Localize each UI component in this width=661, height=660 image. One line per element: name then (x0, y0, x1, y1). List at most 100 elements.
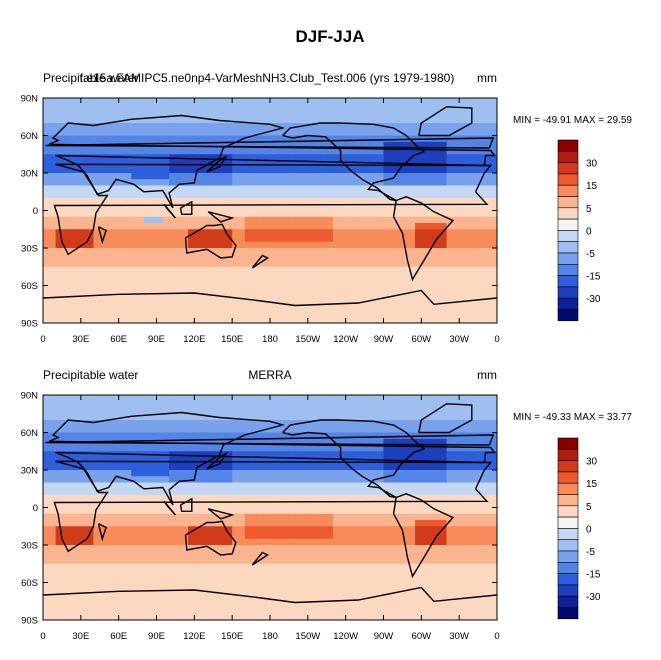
field-cell (478, 551, 485, 559)
field-cell (402, 538, 410, 546)
field-cell (232, 204, 240, 212)
field-cell (421, 316, 429, 323)
field-cell (244, 395, 252, 402)
field-cell (301, 457, 309, 465)
field-cell (80, 291, 88, 299)
field-cell (194, 557, 202, 565)
field-cell (358, 570, 366, 577)
field-cell (351, 507, 359, 515)
field-cell (112, 495, 120, 502)
field-cell (333, 407, 340, 415)
field-cell (364, 495, 372, 502)
field-cell (415, 451, 422, 459)
field-cell (232, 198, 240, 205)
field-cell (345, 495, 353, 502)
field-cell (156, 129, 164, 137)
field-cell (440, 576, 448, 584)
field-cell (301, 104, 309, 112)
field-cell (351, 173, 359, 180)
field-cell (143, 216, 151, 224)
field-cell (188, 298, 195, 305)
field-cell (87, 273, 95, 280)
field-cell (181, 420, 189, 427)
field-cell (377, 216, 385, 224)
field-cell (282, 526, 290, 534)
field-cell (351, 116, 359, 124)
field-cell (465, 445, 473, 452)
field-cell (263, 395, 271, 402)
field-cell (55, 576, 63, 584)
field-cell (219, 235, 227, 243)
field-cell (232, 298, 240, 305)
field-cell (61, 426, 69, 434)
field-cell (490, 470, 497, 477)
field-cell (244, 216, 252, 224)
field-cell (188, 316, 195, 323)
field-cell (181, 545, 189, 552)
field-cell (263, 451, 271, 459)
field-cell (446, 141, 454, 149)
field-cell (175, 204, 183, 212)
field-cell (61, 204, 69, 212)
field-cell (200, 298, 208, 305)
field-cell (124, 407, 132, 415)
field-cell (244, 420, 252, 427)
field-cell (351, 291, 359, 299)
field-cell (257, 216, 265, 224)
colorbar-box (557, 139, 579, 152)
field-cell (194, 241, 202, 249)
field-cell (80, 520, 88, 527)
field-cell (276, 223, 284, 230)
field-cell (175, 216, 183, 224)
field-cell (402, 488, 410, 496)
field-cell (415, 438, 422, 446)
field-cell (68, 191, 76, 199)
field-cell (320, 260, 328, 268)
field-cell (43, 557, 50, 565)
field-cell (345, 432, 353, 440)
field-cell (288, 304, 296, 312)
field-cell (282, 223, 290, 230)
field-cell (320, 451, 328, 459)
field-cell (150, 445, 158, 452)
field-cell (452, 438, 460, 446)
field-cell (270, 304, 277, 312)
field-cell (295, 248, 303, 255)
field-cell (99, 179, 107, 187)
field-cell (383, 241, 391, 249)
field-cell (175, 413, 183, 421)
field-cell (55, 254, 63, 262)
field-cell (61, 520, 69, 527)
field-cell (490, 110, 497, 118)
field-cell (427, 470, 435, 477)
field-cell (175, 198, 183, 205)
field-cell (282, 495, 290, 502)
field-cell (188, 470, 195, 477)
x-tick-label: 120W (333, 334, 358, 345)
field-cell (219, 526, 227, 534)
field-cell (427, 285, 435, 293)
field-cell (364, 432, 372, 440)
field-cell (169, 110, 177, 118)
field-cell (87, 254, 95, 262)
field-cell (206, 526, 214, 534)
field-cell (106, 570, 113, 577)
field-cell (225, 576, 233, 584)
field-cell (358, 185, 366, 193)
field-cell (118, 235, 126, 243)
field-cell (137, 291, 145, 299)
field-cell (150, 260, 158, 268)
field-cell (295, 557, 303, 565)
field-cell (383, 476, 391, 484)
field-cell (169, 582, 177, 590)
field-cell (270, 223, 277, 230)
field-cell (93, 279, 101, 287)
field-cell (68, 223, 76, 230)
field-cell (213, 401, 221, 409)
field-cell (61, 451, 69, 459)
field-cell (251, 476, 258, 484)
field-cell (408, 545, 416, 552)
field-cell (408, 173, 416, 180)
field-cell (106, 470, 113, 477)
field-cell (345, 438, 353, 446)
